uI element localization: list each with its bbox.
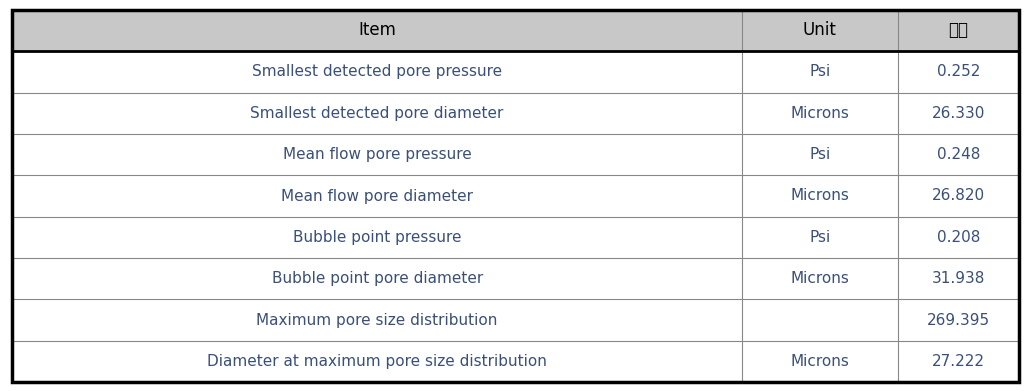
Text: 26.330: 26.330	[932, 106, 985, 121]
Text: 27.222: 27.222	[932, 354, 985, 369]
Bar	[12, 217, 1019, 258]
Text: Psi: Psi	[809, 147, 831, 162]
Bar	[12, 175, 1019, 217]
Text: Microns: Microns	[791, 271, 850, 286]
Text: Diameter at maximum pore size distribution: Diameter at maximum pore size distributi…	[207, 354, 547, 369]
Text: Microns: Microns	[791, 189, 850, 203]
Bar	[12, 341, 1019, 382]
Bar	[12, 93, 1019, 134]
Text: 0.248: 0.248	[936, 147, 979, 162]
Text: Psi: Psi	[809, 64, 831, 79]
Text: Bubble point pore diameter: Bubble point pore diameter	[271, 271, 483, 286]
Text: Smallest detected pore diameter: Smallest detected pore diameter	[251, 106, 504, 121]
Text: 26.820: 26.820	[932, 189, 985, 203]
Text: Microns: Microns	[791, 106, 850, 121]
Text: 0.252: 0.252	[936, 64, 979, 79]
Text: Mean flow pore pressure: Mean flow pore pressure	[282, 147, 471, 162]
Text: Unit: Unit	[803, 22, 837, 40]
Bar	[12, 258, 1019, 299]
Text: 0.208: 0.208	[936, 230, 979, 245]
Text: Smallest detected pore pressure: Smallest detected pore pressure	[252, 64, 502, 79]
Bar	[12, 10, 1019, 51]
Text: 시료: 시료	[949, 22, 968, 40]
Text: Mean flow pore diameter: Mean flow pore diameter	[281, 189, 473, 203]
Text: Microns: Microns	[791, 354, 850, 369]
Text: Item: Item	[358, 22, 396, 40]
Text: 269.395: 269.395	[927, 313, 990, 328]
Text: Maximum pore size distribution: Maximum pore size distribution	[257, 313, 498, 328]
Text: Psi: Psi	[809, 230, 831, 245]
Bar	[12, 51, 1019, 93]
Text: 31.938: 31.938	[932, 271, 985, 286]
Bar	[12, 134, 1019, 175]
Text: Bubble point pressure: Bubble point pressure	[293, 230, 462, 245]
Bar	[12, 299, 1019, 341]
